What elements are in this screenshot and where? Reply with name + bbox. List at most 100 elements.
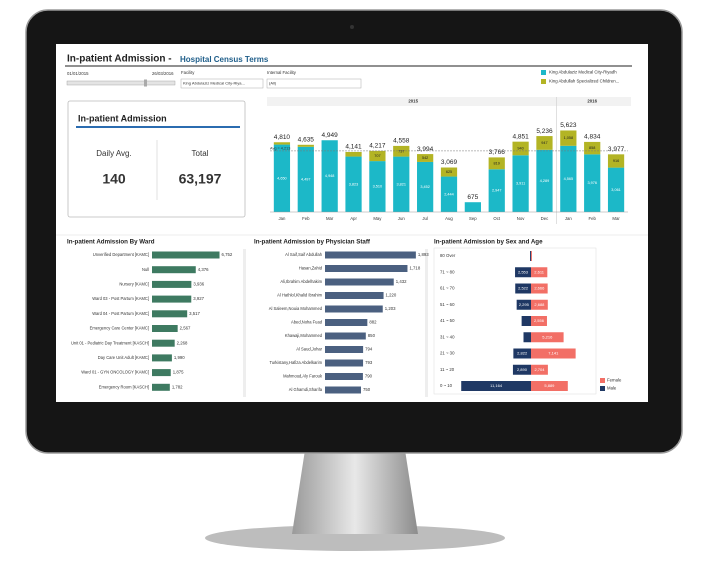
bar bbox=[152, 340, 175, 347]
bar-value-label: 1,432 bbox=[396, 279, 407, 284]
bar bbox=[325, 265, 407, 272]
category-label: Abed,Noha Fuad bbox=[291, 320, 323, 325]
kpi-title: In-patient Admission bbox=[78, 113, 167, 123]
age-label: 11 ~ 20 bbox=[440, 367, 455, 372]
daily-avg-value: 140 bbox=[102, 171, 126, 187]
bar-value-label: 625 bbox=[446, 170, 452, 174]
category-label: Null bbox=[142, 267, 149, 272]
x-tick-label: Mar bbox=[612, 216, 620, 221]
bar-value-label: 794 bbox=[365, 347, 373, 352]
age-label: 41 ~ 50 bbox=[440, 318, 455, 323]
x-tick-label: Aug bbox=[445, 216, 453, 221]
bar-total-label: 4,949 bbox=[322, 132, 339, 139]
page-subtitle: Hospital Census Terms bbox=[180, 55, 269, 64]
bar-value-label: 737 bbox=[398, 149, 404, 153]
bar-total-label: 4,141 bbox=[345, 144, 362, 151]
scrollbar[interactable] bbox=[243, 249, 246, 397]
bar-value-label: 2,268 bbox=[177, 340, 188, 345]
bar-value-label: 3,452 bbox=[420, 185, 430, 189]
category-label: Al Hathlol,Khalid Ibrahim bbox=[277, 293, 322, 298]
age-label: 71 ~ 80 bbox=[440, 269, 455, 274]
bar bbox=[522, 316, 531, 326]
bar-value-label: 3,911 bbox=[516, 182, 525, 186]
bar bbox=[152, 310, 187, 317]
age-label: 80 Over bbox=[440, 253, 456, 258]
bar-total-label: 675 bbox=[467, 194, 478, 201]
bar-value-label: 850 bbox=[368, 333, 376, 338]
bar bbox=[152, 281, 191, 288]
bar-value-label: 2,666 bbox=[534, 286, 545, 291]
bar-value-label: 7,141 bbox=[548, 351, 559, 356]
bar-value-label: 1,203 bbox=[385, 306, 396, 311]
category-label: Day Care Unit Adult [KAMC] bbox=[98, 355, 149, 360]
bar-value-label: 2,556 bbox=[534, 318, 545, 323]
bar-total-label: 5,623 bbox=[560, 122, 577, 129]
x-tick-label: Jul bbox=[422, 216, 428, 221]
slider-handle[interactable] bbox=[144, 80, 147, 87]
bar-total-label: 5,236 bbox=[536, 128, 553, 135]
x-tick-label: May bbox=[373, 216, 382, 221]
legend-swatch bbox=[541, 79, 546, 84]
bar-value-label: 2,890 bbox=[517, 367, 528, 372]
category-label: Al Saud,Johar bbox=[296, 347, 322, 352]
chart-title: In-patient Admission By Ward bbox=[67, 239, 155, 246]
category-label: Ward 01 - GYN ONCOLOGY [KAMC] bbox=[81, 370, 149, 375]
age-label: 61 ~ 70 bbox=[440, 286, 455, 291]
bar-total-label: 4,834 bbox=[584, 134, 601, 141]
category-label: Al Saleem,Nouia Mohammed bbox=[269, 306, 323, 311]
bar-value-label: 4,650 bbox=[277, 176, 287, 180]
year-label: 2016 bbox=[587, 99, 597, 104]
bar-value-label: 5,889 bbox=[544, 383, 555, 388]
chart-title: In-patient Admission by Sex and Age bbox=[434, 239, 543, 246]
bar bbox=[325, 319, 367, 326]
bar-value-label: 707 bbox=[374, 154, 380, 158]
bar bbox=[152, 354, 172, 361]
legend-swatch bbox=[600, 386, 605, 391]
bar bbox=[325, 252, 416, 259]
bar-value-label: 3,061 bbox=[611, 188, 621, 192]
bar-value-label: 793 bbox=[365, 360, 373, 365]
bar-value-label: 1,875 bbox=[173, 370, 184, 375]
bar-value-label: 4,948 bbox=[325, 174, 335, 178]
bar-value-label: 2,611 bbox=[534, 269, 544, 274]
bar-value-label: 750 bbox=[363, 387, 371, 392]
bar-value-label: 4,289 bbox=[540, 179, 550, 183]
bar-value-label: 2,688 bbox=[534, 302, 545, 307]
bar bbox=[152, 266, 196, 273]
bar-value-label: 858 bbox=[589, 146, 595, 150]
bar-value-label: 940 bbox=[517, 146, 523, 150]
facility-value: King Abdulaziz Medical City-Riya... bbox=[183, 81, 245, 86]
category-label: Al Ghamdi,Sharifa bbox=[289, 387, 323, 392]
bar-total-label: 4,635 bbox=[298, 137, 315, 144]
daily-avg-label: Daily Avg. bbox=[96, 149, 131, 158]
category-label: Mahmoud,Aly Farouk bbox=[283, 374, 323, 379]
age-label: 0 ~ 10 bbox=[440, 383, 453, 388]
bar-value-label: 3,517 bbox=[189, 311, 200, 316]
internal-facility-value: (All) bbox=[269, 81, 277, 86]
age-label: 21 ~ 30 bbox=[440, 351, 455, 356]
date-slider[interactable] bbox=[67, 81, 175, 85]
bar bbox=[325, 387, 361, 394]
year-label: 2015 bbox=[408, 99, 418, 104]
bar-value-label: 3,936 bbox=[193, 282, 204, 287]
bar bbox=[325, 346, 363, 353]
bar bbox=[530, 251, 531, 261]
bar-value-label: 3,821 bbox=[397, 182, 407, 186]
x-tick-label: Jan bbox=[278, 216, 286, 221]
x-tick-label: Dec bbox=[541, 216, 549, 221]
bar-value-label: 3,823 bbox=[349, 182, 359, 186]
category-label: Ali,Ibrahim Abdelhakim bbox=[280, 279, 322, 284]
x-tick-label: Nov bbox=[517, 216, 525, 221]
scrollbar[interactable] bbox=[425, 249, 428, 397]
bar-total-label: 3,069 bbox=[441, 159, 458, 166]
bar-segment bbox=[345, 152, 361, 157]
category-label: Nursery [KAMC] bbox=[119, 281, 149, 286]
bar-segment bbox=[274, 142, 290, 144]
bar-value-label: 882 bbox=[369, 320, 377, 325]
bar-value-label: 3,510 bbox=[373, 185, 383, 189]
internal-facility-dropdown[interactable] bbox=[267, 79, 361, 88]
category-label: Emergency Room [KASCH] bbox=[99, 384, 149, 389]
total-value: 63,197 bbox=[179, 171, 222, 187]
bar-value-label: 542 bbox=[422, 156, 428, 160]
